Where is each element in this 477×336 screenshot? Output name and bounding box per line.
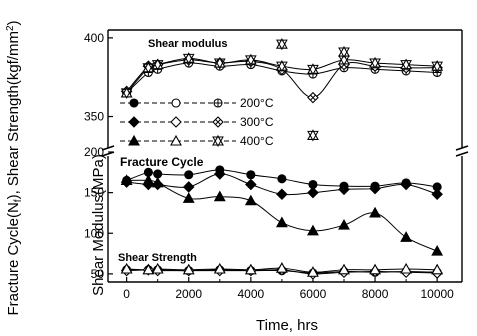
legend-label: 200°C <box>240 96 274 110</box>
legend-marker <box>129 98 139 108</box>
point-strength-400C <box>182 263 195 275</box>
point-fracture-300C <box>245 178 257 191</box>
point-fracture-400C <box>275 216 288 228</box>
legend-row-300C: 300°C <box>120 115 274 129</box>
point-modulus-400C <box>307 63 319 76</box>
annotation-fracture-cycle: Fracture Cycle <box>120 155 204 169</box>
y-lower-tick-label: 200 <box>84 145 104 159</box>
x-tick-label: 0 <box>123 287 130 301</box>
x-tick-label: 10000 <box>420 287 454 301</box>
legend: 200°C 300°C 400°C <box>120 96 274 148</box>
point-modulus-outlier <box>338 45 350 59</box>
legend-row-200C: 200°C <box>120 96 274 110</box>
point-modulus-400C <box>400 58 413 71</box>
x-tick-label: 2000 <box>175 287 202 301</box>
legend-label: 300°C <box>240 115 274 129</box>
point-fracture-400C <box>338 218 350 230</box>
point-fracture-200C <box>153 169 163 179</box>
point-modulus-400C <box>151 58 164 71</box>
point-strength-400C <box>431 263 444 275</box>
y-upper-tick-label: 400 <box>84 31 104 45</box>
point-strength-400C <box>244 263 257 275</box>
point-modulus-400C <box>275 60 288 73</box>
point-fracture-400C <box>182 192 195 203</box>
point-modulus-outlier <box>307 129 319 142</box>
point-fracture-300C <box>276 188 288 201</box>
point-modulus-400C <box>369 56 381 70</box>
axis-break-left <box>101 145 115 157</box>
point-strength-400C <box>369 263 381 275</box>
point-strength-400C <box>275 262 288 273</box>
y-lower-tick-label: 50 <box>91 267 105 281</box>
point-fracture-300C <box>431 188 443 201</box>
point-modulus-400C <box>120 86 133 99</box>
legend-marker <box>128 134 140 146</box>
point-modulus-400C <box>182 52 195 65</box>
legend-marker <box>212 116 224 128</box>
annotation-shear-modulus: Shear modulus <box>148 38 227 50</box>
point-fracture-400C <box>142 174 155 185</box>
point-fracture-200C <box>184 170 194 180</box>
point-fracture-400C <box>400 231 413 242</box>
series-markers <box>120 38 444 280</box>
point-fracture-400C <box>431 244 444 256</box>
point-fracture-300C <box>182 181 195 193</box>
x-tick-label: 8000 <box>362 287 389 301</box>
point-strength-400C <box>142 263 155 275</box>
point-strength-400C <box>151 262 164 274</box>
y-lower-tick-label: 150 <box>84 186 104 200</box>
plot-frame <box>101 29 469 283</box>
annotation-shear-strength: Shear Strength <box>118 252 197 264</box>
point-strength-400C <box>307 266 319 277</box>
point-fracture-300C <box>400 178 412 191</box>
point-fracture-300C <box>338 183 350 196</box>
legend-marker <box>170 134 182 146</box>
point-fracture-400C <box>369 206 381 218</box>
point-strength-400C <box>213 262 226 274</box>
point-fracture-400C <box>244 194 257 206</box>
point-fracture-400C <box>307 224 319 236</box>
y-axis-label-secondary: Shear Modulus(MPa) <box>90 154 107 296</box>
point-modulus-400C <box>213 56 226 70</box>
x-tick-label: 6000 <box>300 287 327 301</box>
point-fracture-300C <box>369 182 381 195</box>
point-modulus-400C <box>244 53 257 66</box>
point-fracture-300C <box>214 168 226 180</box>
axis-break-right <box>455 145 469 157</box>
point-fracture-300C <box>307 186 319 199</box>
legend-marker <box>128 116 140 128</box>
y-lower-tick-label: 100 <box>84 226 104 240</box>
legend-marker <box>171 98 181 108</box>
x-tick-label: 4000 <box>237 287 264 301</box>
point-modulus-outlier <box>275 38 288 51</box>
point-modulus-300C <box>307 91 319 104</box>
point-fracture-200C <box>246 170 256 180</box>
legend-marker <box>212 134 224 148</box>
point-fracture-400C <box>151 176 164 188</box>
point-modulus-400C <box>431 60 444 73</box>
point-strength-400C <box>338 263 350 275</box>
x-axis-label: Time, hrs <box>256 317 318 334</box>
point-strength-400C <box>400 262 413 274</box>
point-modulus-400C <box>142 61 155 74</box>
point-fracture-200C <box>277 174 287 184</box>
point-fracture-400C <box>120 174 133 185</box>
legend-marker <box>213 98 223 108</box>
point-fracture-400C <box>213 190 226 202</box>
legend-marker <box>170 116 182 128</box>
y-axis-label: Fracture Cycle(Nf), Shear Strength(kgf/m… <box>5 20 24 315</box>
point-strength-400C <box>120 262 133 274</box>
y-upper-tick-label: 350 <box>84 110 104 124</box>
legend-label: 400°C <box>240 134 274 148</box>
legend-row-400C: 400°C <box>120 134 274 148</box>
